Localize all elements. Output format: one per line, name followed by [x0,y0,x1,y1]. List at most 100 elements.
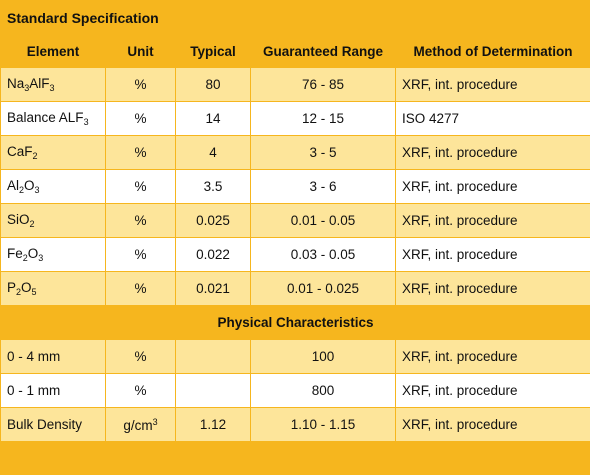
cell-text: P [7,280,17,295]
cell-method: XRF, int. procedure [394,373,590,408]
header-method: Method of Determination [394,34,590,68]
cell-method: XRF, int. procedure [394,67,590,102]
table-row: Al2O3% 3.5 3 - 6 XRF, int. procedure [0,169,590,204]
cell-range: 100 [250,339,396,374]
cell-text: Fe [7,246,23,261]
cell-typical [175,373,251,408]
table-row: 0 - 4 mm% 100 XRF, int. procedure [0,339,590,374]
cell-unit: % [105,67,176,102]
spec-table: Standard Specification Element Unit Typi… [0,0,590,442]
cell-text: Balance ALF [7,110,84,125]
table-row: P2O5% 0.021 0.01 - 0.025 XRF, int. procedur… [0,271,590,306]
cell-typical [175,339,251,374]
cell-text: O [27,246,39,261]
cell-method: ISO 4277 [394,101,590,136]
section-row: Physical Characteristics [0,305,590,340]
cell-unit: % [105,271,176,306]
cell-range: 800 [250,373,396,408]
cell-typical: 1.12 [175,407,251,442]
cell-method: XRF, int. procedure [394,271,590,306]
cell-element: CaF2 [0,135,106,170]
subscript: 2 [22,253,28,263]
subscript: 5 [31,287,37,297]
cell-unit: % [105,203,176,238]
table-row: Balance ALF3% 14 12 - 15 ISO 4277 [0,101,590,136]
cell-text: SiO [7,212,30,227]
subscript: 3 [83,117,89,127]
subscript: 3 [24,83,30,93]
cell-unit: % [105,373,176,408]
cell-text: % [134,383,147,398]
cell-text: Al [7,178,20,193]
cell-method: XRF, int. procedure [394,407,590,442]
cell-typical: 0.021 [175,271,251,306]
cell-typical: 4 [175,135,251,170]
table-row: CaF2% 4 3 - 5 XRF, int. procedure [0,135,590,170]
cell-method: XRF, int. procedure [394,135,590,170]
cell-typical: 0.025 [175,203,251,238]
table-row: SiO2% 0.025 0.01 - 0.05 XRF, int. procedure [0,203,590,238]
subscript: 2 [16,287,22,297]
subscript: 3 [38,253,44,263]
superscript: 3 [152,416,158,427]
cell-range: 76 - 85 [250,67,396,102]
cell-unit: % [105,339,176,374]
cell-typical: 3.5 [175,169,251,204]
cell-range: 3 - 5 [250,135,396,170]
cell-unit: g/cm3 [105,407,176,442]
cell-range: 0.01 - 0.025 [250,271,396,306]
header-range: Guaranteed Range [250,34,396,68]
title-row: Standard Specification [0,0,590,35]
cell-element: 0 - 1 mm [0,373,106,408]
cell-typical: 14 [175,101,251,136]
cell-unit: % [105,101,176,136]
subscript: 2 [32,151,38,161]
section-title: Physical Characteristics [0,305,590,340]
cell-element: 0 - 4 mm [0,339,106,374]
header-typical: Typical [175,34,251,68]
cell-method: XRF, int. procedure [394,339,590,374]
subscript: 3 [49,83,55,93]
cell-method: XRF, int. procedure [394,237,590,272]
table-row: Fe2O3% 0.022 0.03 - 0.05 XRF, int. procedur… [0,237,590,272]
cell-element: SiO2 [0,203,106,238]
table-row: 0 - 1 mm% 800 XRF, int. procedure [0,373,590,408]
cell-typical: 80 [175,67,251,102]
cell-range: 0.03 - 0.05 [250,237,396,272]
cell-element: Balance ALF3 [0,101,106,136]
cell-range: 0.01 - 0.05 [250,203,396,238]
cell-element: P2O5 [0,271,106,306]
cell-range: 12 - 15 [250,101,396,136]
cell-element: Fe2O3 [0,237,106,272]
cell-method: XRF, int. procedure [394,203,590,238]
cell-text: 0 - 1 mm [7,383,61,398]
cell-text: O [24,178,35,193]
cell-text: g/cm [123,417,153,433]
cell-range: 3 - 6 [250,169,396,204]
header-element: Element [0,34,106,68]
cell-range: 1.10 - 1.15 [250,407,396,442]
cell-element: Na3AlF3 [0,67,106,102]
cell-unit: % [105,135,176,170]
subscript: 2 [29,219,35,229]
subscript: 2 [19,185,25,195]
cell-text: O [21,280,32,295]
table-title: Standard Specification [0,0,590,35]
cell-typical: 0.022 [175,237,251,272]
cell-unit: % [105,169,176,204]
header-row: Element Unit Typical Guaranteed Range Me… [0,34,590,68]
table-row: Bulk Density g/cm3 1.12 1.10 - 1.15 XRF, int… [0,407,590,442]
cell-text: Na [7,76,25,91]
cell-element: Bulk Density [0,407,106,442]
cell-text: % [134,349,147,364]
table-row: Na3AlF3% 80 76 - 85 XRF, int. procedure [0,67,590,102]
cell-text: 0 - 4 mm [7,349,61,364]
cell-method: XRF, int. procedure [394,169,590,204]
cell-text: AlF [29,76,50,91]
cell-text: Bulk Density [7,417,83,432]
subscript: 3 [34,185,40,195]
cell-element: Al2O3 [0,169,106,204]
cell-unit: % [105,237,176,272]
header-unit: Unit [105,34,176,68]
